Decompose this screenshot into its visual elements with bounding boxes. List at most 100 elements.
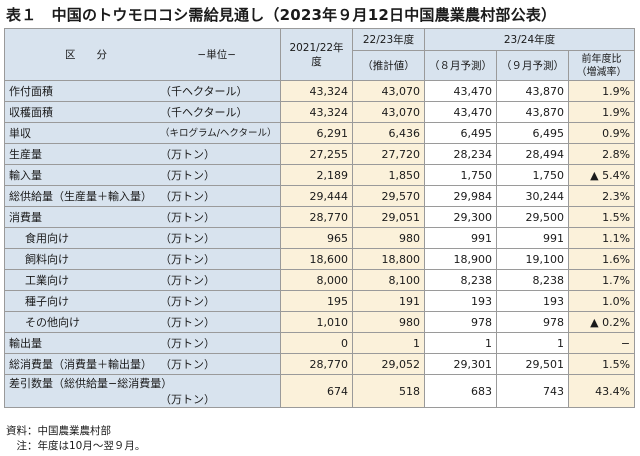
value-cell: 43,070 bbox=[352, 101, 425, 123]
value-cell: 43,324 bbox=[280, 80, 353, 102]
row-label-cell: 生産量 （万トン） bbox=[4, 143, 281, 165]
row-unit-label: （万トン） bbox=[160, 148, 215, 161]
value-cell: 43,870 bbox=[496, 101, 569, 123]
value-cell: 1.9% bbox=[567, 101, 636, 123]
value-cell: 1,010 bbox=[280, 311, 353, 333]
header-yoy: 前年度比（増減率） bbox=[567, 50, 636, 81]
header-group-2023-24: 23/24年度 bbox=[423, 28, 636, 51]
row-label-cell: 総消費量（消費量＋輸出量） （万トン） bbox=[4, 353, 281, 375]
row-label-cell: 工業向け （万トン） bbox=[4, 269, 281, 291]
value-cell: 28,770 bbox=[280, 353, 353, 375]
row-item-label: 輸出量 bbox=[9, 337, 42, 350]
header-kubun-cell: 区 分 −単位− bbox=[4, 28, 281, 81]
header-aug-forecast: （８月予測） bbox=[424, 50, 497, 81]
value-cell: 1.1% bbox=[567, 227, 636, 249]
value-cell: 29,051 bbox=[352, 206, 425, 228]
row-label-cell: 消費量 （万トン） bbox=[4, 206, 281, 228]
value-cell: 43.4% bbox=[567, 374, 636, 408]
value-cell: 0.9% bbox=[567, 122, 636, 144]
value-cell: 29,500 bbox=[496, 206, 569, 228]
value-cell: 29,501 bbox=[496, 353, 569, 375]
row-item-label: 種子向け bbox=[25, 295, 69, 308]
row-unit-label: （キログラム/ヘクタール） bbox=[160, 128, 277, 139]
row-item-label: 工業向け bbox=[25, 274, 69, 287]
row-item-label: 飼料向け bbox=[25, 253, 69, 266]
value-cell: 43,470 bbox=[424, 101, 497, 123]
value-cell: 965 bbox=[280, 227, 353, 249]
value-cell: 6,291 bbox=[280, 122, 353, 144]
value-cell: 2.8% bbox=[567, 143, 636, 165]
value-cell: 195 bbox=[280, 290, 353, 312]
value-cell: 8,238 bbox=[424, 269, 497, 291]
value-cell: ▲ 5.4% bbox=[567, 164, 636, 186]
value-cell: 27,255 bbox=[280, 143, 353, 165]
table-row: 食用向け （万トン） 965 980 991 991 1.1% bbox=[4, 227, 636, 249]
row-label-cell: 単収 （キログラム/ヘクタール） bbox=[4, 122, 281, 144]
table-row: 収穫面積 （千ヘクタール） 43,324 43,070 43,470 43,870 1.9% bbox=[4, 101, 636, 123]
value-cell: 29,301 bbox=[424, 353, 497, 375]
value-cell: 1.6% bbox=[567, 248, 636, 270]
table-body: 作付面積 （千ヘクタール） 43,324 43,070 43,470 43,870 1.9%… bbox=[4, 80, 636, 408]
supply-demand-table: 区 分 −単位− 2021/22年度 22/23年度 23/24年度 （推計値）… bbox=[4, 28, 636, 408]
value-cell: 43,324 bbox=[280, 101, 353, 123]
row-unit-label: （万トン） bbox=[160, 190, 215, 203]
value-cell: − bbox=[567, 332, 636, 354]
value-cell: 8,238 bbox=[496, 269, 569, 291]
header-2021-22: 2021/22年度 bbox=[280, 28, 353, 81]
value-cell: 28,770 bbox=[280, 206, 353, 228]
value-cell: 1,850 bbox=[352, 164, 425, 186]
row-unit-label: （万トン） bbox=[160, 295, 215, 308]
row-item-label: 単収 bbox=[9, 127, 31, 140]
value-cell: 2.3% bbox=[567, 185, 636, 207]
row-unit-label: （万トン） bbox=[160, 232, 215, 245]
value-cell: 1.5% bbox=[567, 353, 636, 375]
value-cell: 27,720 bbox=[352, 143, 425, 165]
value-cell: 991 bbox=[496, 227, 569, 249]
header-estimate: （推計値） bbox=[352, 50, 425, 81]
value-cell: 1 bbox=[352, 332, 425, 354]
value-cell: 0 bbox=[280, 332, 353, 354]
value-cell: 674 bbox=[280, 374, 353, 408]
value-cell: 1 bbox=[424, 332, 497, 354]
value-cell: 2,189 bbox=[280, 164, 353, 186]
row-item-label: 収穫面積 bbox=[9, 106, 53, 119]
row-unit-label: （万トン） bbox=[160, 253, 215, 266]
table-row: 差引数量（総供給量−総消費量） （万トン） 674 518 683 743 43.4% bbox=[4, 374, 636, 408]
value-cell: 6,436 bbox=[352, 122, 425, 144]
row-unit-label: （万トン） bbox=[160, 337, 215, 350]
fiscal-year-note: 注：年度は10月〜翌９月。 bbox=[6, 440, 146, 452]
row-unit-label: （万トン） bbox=[160, 316, 215, 329]
value-cell: 1.5% bbox=[567, 206, 636, 228]
table-row: 単収 （キログラム/ヘクタール） 6,291 6,436 6,495 6,495 0.9% bbox=[4, 122, 636, 144]
value-cell: 191 bbox=[352, 290, 425, 312]
table-row: 輸入量 （万トン） 2,189 1,850 1,750 1,750 ▲ 5.4% bbox=[4, 164, 636, 186]
row-label-cell: 差引数量（総供給量−総消費量） （万トン） bbox=[4, 374, 281, 408]
value-cell: 43,070 bbox=[352, 80, 425, 102]
row-item-label: 消費量 bbox=[9, 211, 42, 224]
value-cell: 19,100 bbox=[496, 248, 569, 270]
value-cell: 29,052 bbox=[352, 353, 425, 375]
value-cell: 193 bbox=[424, 290, 497, 312]
table-row: 作付面積 （千ヘクタール） 43,324 43,070 43,470 43,870 1.9% bbox=[4, 80, 636, 102]
value-cell: 1.9% bbox=[567, 80, 636, 102]
row-label-cell: 飼料向け （万トン） bbox=[4, 248, 281, 270]
value-cell: 29,444 bbox=[280, 185, 353, 207]
table-row: 輸出量 （万トン） 0 1 1 1− bbox=[4, 332, 636, 354]
value-cell: 18,800 bbox=[352, 248, 425, 270]
value-cell: 28,234 bbox=[424, 143, 497, 165]
row-label-cell: その他向け （万トン） bbox=[4, 311, 281, 333]
value-cell: 8,000 bbox=[280, 269, 353, 291]
table-row: 種子向け （万トン） 195 191 193 193 1.0% bbox=[4, 290, 636, 312]
value-cell: 1,750 bbox=[424, 164, 497, 186]
value-cell: 980 bbox=[352, 311, 425, 333]
row-item-label: 輸入量 bbox=[9, 169, 42, 182]
value-cell: 28,494 bbox=[496, 143, 569, 165]
table-row: 生産量 （万トン） 27,255 27,720 28,234 28,494 2.8% bbox=[4, 143, 636, 165]
table-row: 総消費量（消費量＋輸出量） （万トン） 28,770 29,052 29,301 29,5… bbox=[4, 353, 636, 375]
row-item-label: 総消費量（消費量＋輸出量） bbox=[9, 358, 152, 371]
value-cell: 980 bbox=[352, 227, 425, 249]
header-sep-forecast: （９月予測） bbox=[496, 50, 569, 81]
value-cell: 8,100 bbox=[352, 269, 425, 291]
row-item-label: 生産量 bbox=[9, 148, 42, 161]
